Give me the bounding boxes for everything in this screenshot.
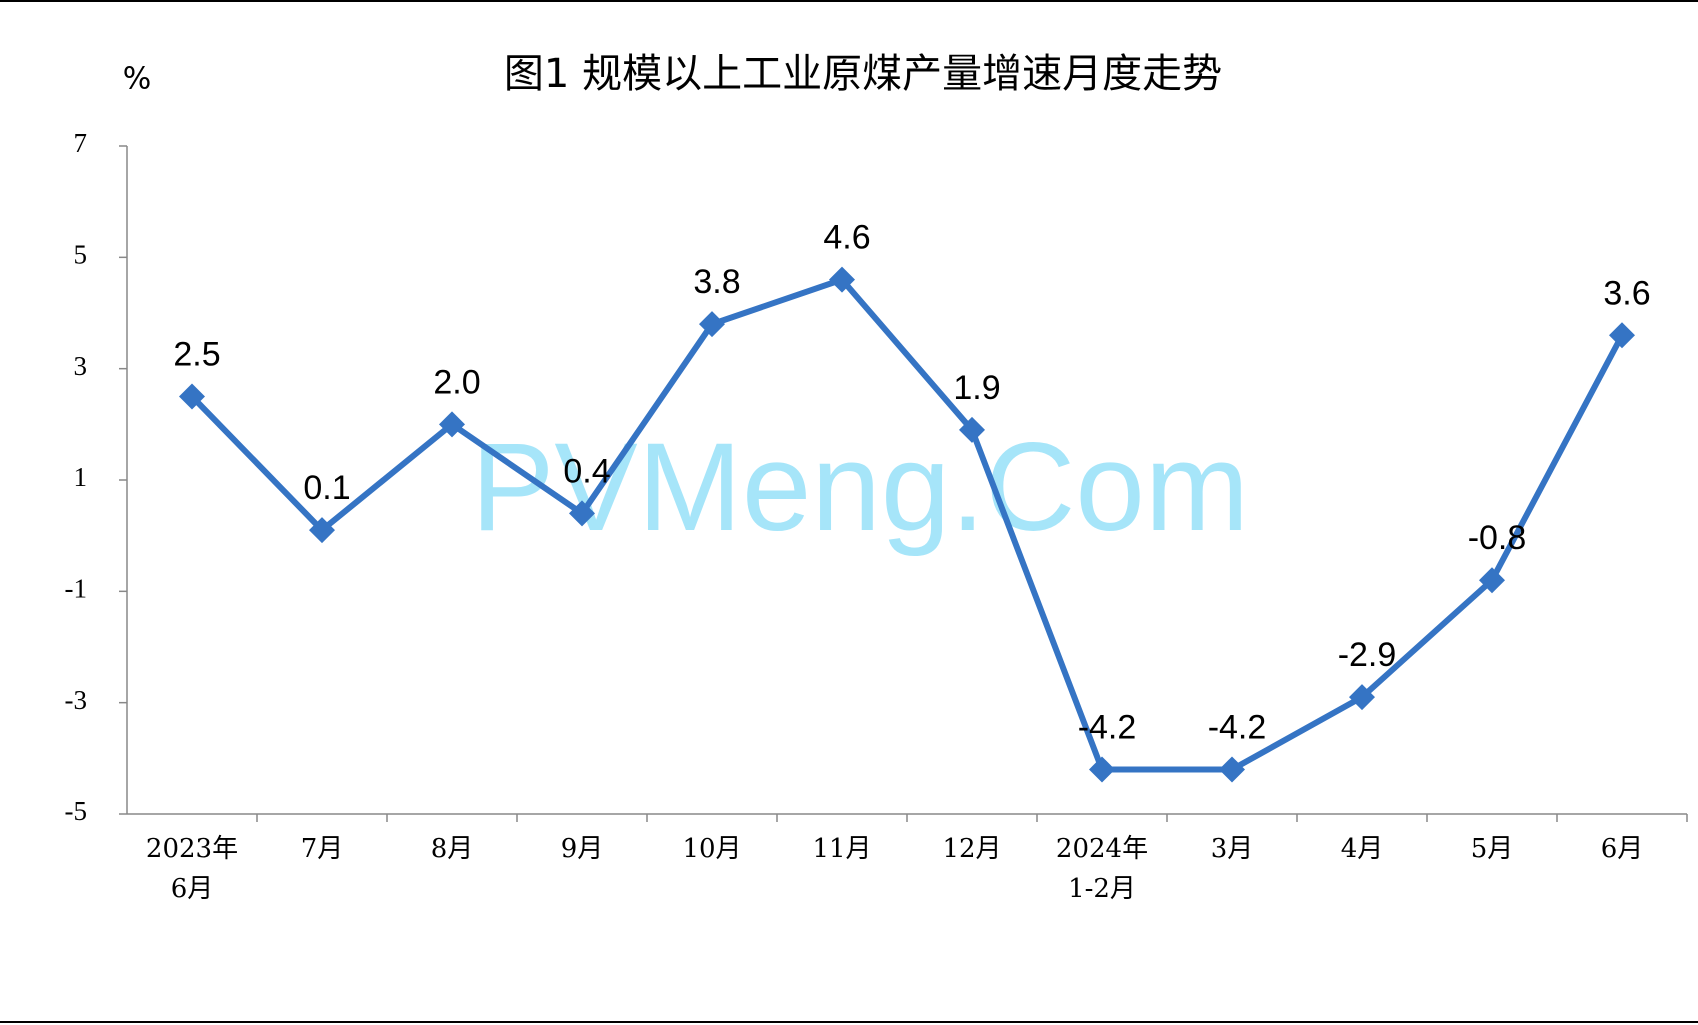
value-label: 0.4	[563, 452, 610, 490]
value-label: 3.6	[1603, 274, 1650, 312]
y-tick-label: 3	[74, 351, 88, 381]
marker	[1609, 322, 1635, 349]
y-tick-label: 7	[74, 128, 88, 158]
y-tick-label: -1	[65, 574, 88, 604]
x-tick-label: 9月	[560, 834, 604, 864]
value-label: -4.2	[1208, 708, 1267, 746]
marker	[439, 411, 465, 438]
x-tick-label: 5月	[1470, 834, 1514, 864]
value-label: -4.2	[1078, 708, 1137, 746]
x-tick-label: 3月	[1210, 834, 1254, 864]
marker	[1349, 684, 1375, 711]
value-label: 0.1	[303, 469, 350, 507]
value-label: 1.9	[953, 369, 1000, 407]
x-tick-label: 8月	[430, 834, 474, 864]
x-tick-label: 12月	[942, 834, 1002, 864]
chart-title: 图1 规模以上工业原煤产量增速月度走势	[504, 51, 1222, 97]
y-tick-label: 1	[74, 462, 88, 492]
value-label: -2.9	[1338, 636, 1397, 674]
value-label: -0.8	[1468, 519, 1527, 557]
marker	[699, 311, 725, 338]
marker	[829, 266, 855, 293]
x-tick-label: 6月	[1600, 834, 1644, 864]
marker	[959, 416, 985, 443]
marker	[1219, 756, 1245, 783]
marker	[569, 500, 595, 527]
x-tick-label: 4月	[1340, 834, 1384, 864]
marker	[1089, 756, 1115, 783]
y-unit: %	[123, 62, 152, 97]
marker	[1479, 567, 1505, 594]
value-label: 3.8	[693, 263, 740, 301]
marker	[179, 383, 205, 410]
value-label: 4.6	[823, 219, 870, 257]
line	[189, 276, 1625, 773]
marker	[309, 517, 335, 544]
x-tick-label: 2024年 1-2月	[1055, 834, 1149, 904]
value-label: 2.5	[173, 335, 220, 373]
y-tick-label: -5	[65, 796, 88, 826]
y-tick-label: 5	[74, 240, 88, 270]
y-tick-label: -3	[65, 685, 88, 715]
x-tick-label: 11月	[812, 834, 872, 864]
x-tick-label: 7月	[300, 834, 344, 864]
x-tick-label: 10月	[682, 834, 742, 864]
x-tick-label: 2023年 6月	[145, 834, 239, 904]
value-label: 2.0	[433, 363, 480, 401]
